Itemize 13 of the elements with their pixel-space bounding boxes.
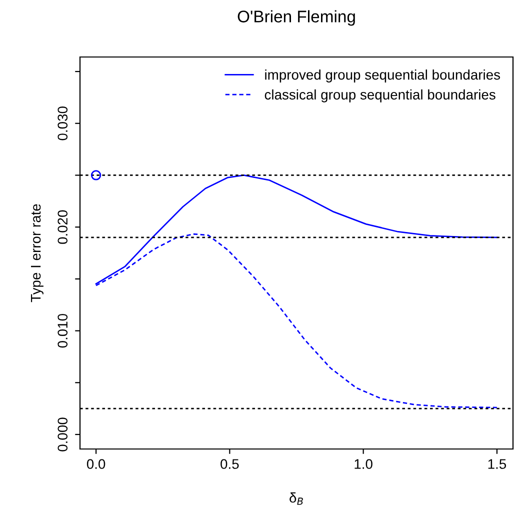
y-axis-title: Type I error rate <box>31 204 44 302</box>
x-tick-label: 1.0 <box>354 459 372 469</box>
y-tick-label: 0.020 <box>58 210 68 244</box>
y-tick-label: 0.000 <box>58 418 68 452</box>
legend-label: classical group sequential boundaries <box>264 89 496 102</box>
x-tick-label: 1.5 <box>488 459 506 469</box>
legend-label: improved group sequential boundaries <box>265 70 500 82</box>
x-axis-title: δ$_{B}$ <box>290 492 303 505</box>
y-tick-label: 0.030 <box>58 106 68 140</box>
y-tick-label: 0.010 <box>58 314 68 348</box>
chart-title: O'Brien Fleming <box>238 10 355 26</box>
x-tick-label: 0.5 <box>220 459 239 469</box>
x-tick-label: 0.0 <box>86 459 106 469</box>
